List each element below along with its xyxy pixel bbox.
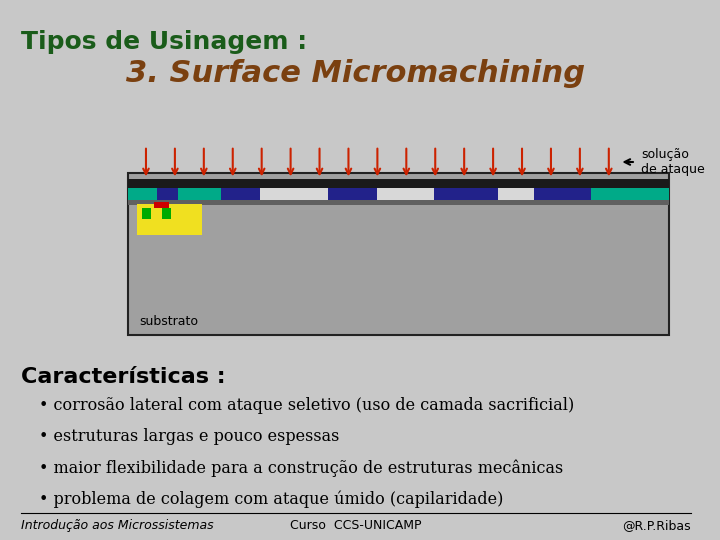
- Text: Introdução aos Microssistemas: Introdução aos Microssistemas: [22, 519, 214, 532]
- Bar: [128, 173, 670, 335]
- Text: Tipos de Usinagem :: Tipos de Usinagem :: [22, 30, 307, 53]
- Text: Características :: Características :: [22, 367, 226, 387]
- Text: substrato: substrato: [139, 315, 198, 328]
- Bar: [534, 188, 591, 200]
- Text: • maior flexibilidade para a construção de estruturas mecânicas: • maior flexibilidade para a construção …: [39, 460, 564, 477]
- Bar: [498, 188, 534, 200]
- Bar: [434, 188, 498, 200]
- Bar: [619, 188, 670, 200]
- Text: Curso  CCS-UNICAMP: Curso CCS-UNICAMP: [290, 519, 422, 532]
- Bar: [128, 179, 670, 188]
- Bar: [260, 188, 328, 200]
- Text: • estruturas largas e pouco espessas: • estruturas largas e pouco espessas: [39, 428, 340, 445]
- Bar: [591, 188, 619, 200]
- Bar: [138, 204, 202, 235]
- Bar: [377, 188, 434, 200]
- Text: • corrosão lateral com ataque seletivo (uso de camada sacrificial): • corrosão lateral com ataque seletivo (…: [39, 397, 575, 414]
- Bar: [143, 208, 151, 219]
- Text: @R.P.Ribas: @R.P.Ribas: [622, 519, 690, 532]
- Bar: [157, 188, 178, 200]
- Bar: [178, 188, 221, 200]
- Text: solução
de ataque: solução de ataque: [641, 148, 705, 176]
- Text: 3. Surface Micromachining: 3. Surface Micromachining: [127, 59, 585, 89]
- Text: • problema de colagem com ataque úmido (capilaridade): • problema de colagem com ataque úmido (…: [39, 491, 503, 508]
- Bar: [154, 202, 169, 208]
- Bar: [128, 188, 157, 200]
- Bar: [128, 200, 670, 205]
- Bar: [221, 188, 260, 200]
- Bar: [162, 208, 171, 219]
- Bar: [328, 188, 377, 200]
